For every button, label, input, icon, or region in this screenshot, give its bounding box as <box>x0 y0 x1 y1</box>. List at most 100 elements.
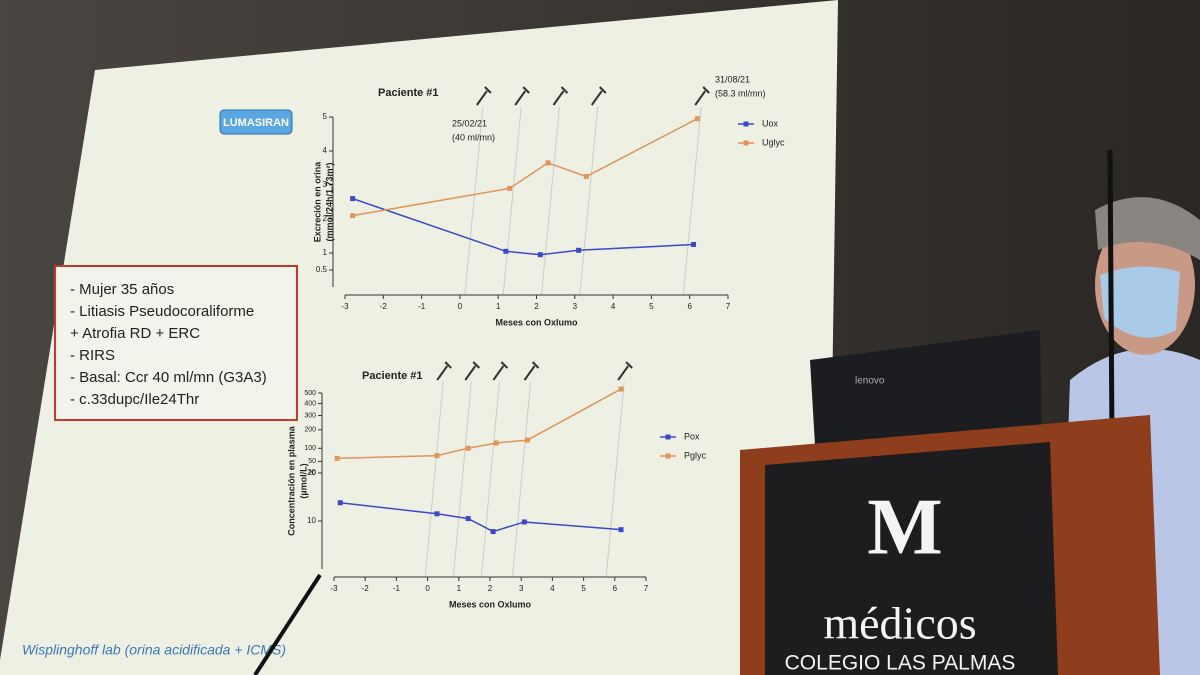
podium-name: médicos <box>823 598 976 649</box>
injection-line <box>512 381 532 578</box>
y-tick-label: 20 <box>307 468 316 477</box>
x-tick-label: 0 <box>458 302 463 311</box>
data-point <box>521 519 527 525</box>
y2-tick-label: 500 <box>304 390 316 397</box>
injection-line <box>452 381 472 578</box>
legend-marker <box>665 453 671 459</box>
injection-line <box>502 106 522 296</box>
x-tick-label: 2 <box>534 302 539 311</box>
person-hair <box>1095 197 1200 260</box>
legend-marker <box>743 121 749 127</box>
legend-marker <box>743 140 749 146</box>
info-line: - c.33dupc/Ile24Thr <box>70 391 199 408</box>
injection-icon <box>523 361 540 381</box>
data-point <box>465 445 471 451</box>
data-point <box>465 516 471 522</box>
data-point <box>524 437 530 443</box>
injection-icon <box>476 86 492 106</box>
info-line: - Basal: Ccr 40 ml/mn (G3A3) <box>70 369 267 386</box>
annotation: 31/08/21 <box>715 74 750 84</box>
data-point <box>691 242 697 247</box>
y-axis-label: Concentración en plasma <box>286 425 296 536</box>
data-point <box>583 174 589 179</box>
y-tick-label: 5 <box>323 112 328 121</box>
x-tick-label: -2 <box>362 584 370 593</box>
injection-line <box>540 106 560 296</box>
info-line: - Litiasis Pseudocoraliforme <box>70 303 254 320</box>
microphone <box>253 573 322 675</box>
legend-label: Pox <box>684 431 700 441</box>
info-line: - Mujer 35 años <box>70 281 174 298</box>
y2-tick-label: 400 <box>304 400 316 407</box>
chart: Paciente #1 0.5 1 2 3 4 5 -3 -2 -1 0 1 2 3 4 5 6 7 Meses c… <box>312 74 785 327</box>
data-point <box>350 196 356 202</box>
x-axis-label: Meses con Oxlumo <box>495 317 578 327</box>
legend-label: Uox <box>762 118 779 128</box>
injection-icon <box>617 361 633 381</box>
y2-tick-label: 300 <box>304 412 316 419</box>
x-tick-label: 4 <box>550 584 555 593</box>
injection-icon <box>694 86 710 106</box>
x-tick-label: 6 <box>613 584 618 593</box>
x-tick-label: 1 <box>457 584 462 593</box>
info-line: - RIRS <box>70 347 115 364</box>
legend-label: Pglyc <box>684 450 707 460</box>
data-point <box>337 500 343 506</box>
injection-icon <box>464 361 480 381</box>
data-point <box>694 116 700 122</box>
x-tick-label: 5 <box>581 584 586 593</box>
series-line <box>340 502 622 533</box>
y-tick-label: 4 <box>323 146 328 155</box>
data-point <box>545 160 551 166</box>
laptop <box>810 330 1042 445</box>
podium-logo: M <box>867 483 943 571</box>
y-tick-label: 10 <box>307 516 316 525</box>
data-point <box>490 529 496 535</box>
injection-line <box>605 381 625 578</box>
laptop-brand: lenovo <box>855 376 885 387</box>
legend-marker <box>665 434 671 440</box>
charts: Paciente #1 0.5 1 2 3 4 5 -3 -2 -1 0 1 2 3 4 5 6 7 Meses c… <box>286 74 785 609</box>
x-tick-label: -3 <box>330 584 338 593</box>
x-axis-label: Meses con Oxlumo <box>449 599 532 609</box>
x-tick-label: 5 <box>649 302 654 311</box>
y-tick-label: 3 <box>323 180 328 189</box>
y-axis-label: (µmol/L) <box>298 463 308 498</box>
y2-tick-label: 200 <box>304 427 316 434</box>
patient-info: - Mujer 35 años - Litiasis Pseudocoralifo… <box>70 281 267 408</box>
x-tick-label: 6 <box>687 302 692 311</box>
x-tick-label: 7 <box>644 584 649 593</box>
x-tick-label: -2 <box>380 302 388 311</box>
data-point <box>334 455 340 461</box>
podium-panel <box>765 442 1058 675</box>
y-tick-label: 0.5 <box>316 265 328 274</box>
data-point <box>493 440 499 446</box>
injection-icon <box>492 361 509 381</box>
x-tick-label: 4 <box>611 302 616 311</box>
x-tick-label: 0 <box>425 584 430 593</box>
y2-tick-label: 50 <box>308 458 316 465</box>
chart-title: Paciente #1 <box>378 87 439 99</box>
x-tick-label: 2 <box>488 584 493 593</box>
person-mask <box>1100 266 1180 338</box>
injection-icon <box>590 86 607 106</box>
injection-icon <box>436 361 452 381</box>
injection-icon <box>514 86 530 106</box>
data-point <box>618 527 624 533</box>
data-point <box>576 247 582 253</box>
info-box <box>54 265 298 421</box>
slide <box>0 0 838 675</box>
data-point <box>434 511 440 517</box>
annotation: 25/02/21 <box>452 118 487 128</box>
x-tick-label: 7 <box>726 302 731 311</box>
badge: LUMASIRAN <box>223 117 289 129</box>
x-tick-label: 3 <box>519 584 524 593</box>
data-point <box>537 252 543 258</box>
annotation: (58.3 ml/mn) <box>715 88 766 98</box>
y-axis-label: Excreción en orina <box>312 161 322 243</box>
x-tick-label: -1 <box>393 584 401 593</box>
y-tick-label: 1 <box>323 248 328 257</box>
info-line: + Atrofia RD + ERC <box>70 325 200 342</box>
